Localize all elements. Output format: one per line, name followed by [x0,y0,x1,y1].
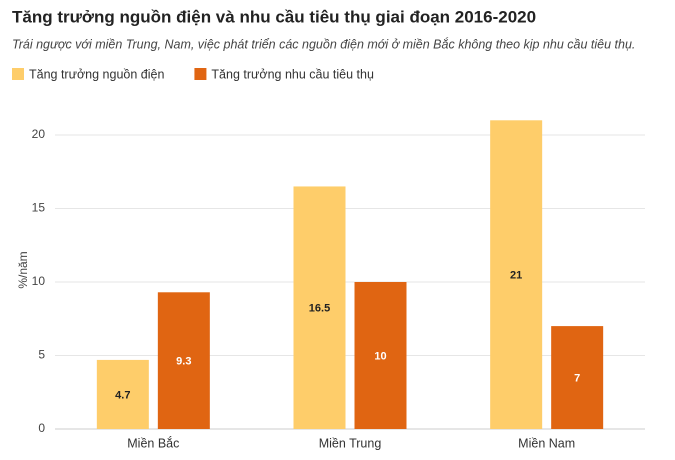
legend-swatch [194,68,207,80]
value-label: 4.7 [115,389,130,401]
legend-label: Tăng trưởng nhu cầu tiêu thụ [211,67,374,81]
value-label: 7 [574,372,580,384]
bar [551,326,604,429]
value-label: 10 [374,350,386,362]
value-label: 16.5 [309,303,330,315]
value-label: 21 [510,270,522,282]
chart-title: Tăng trưởng nguồn điện và nhu cầu tiêu t… [12,7,536,26]
x-tick-label: Miền Nam [518,436,575,450]
y-axis-label: %/năm [16,251,30,288]
bar [293,186,346,429]
y-tick-label: 20 [32,127,46,141]
legend-swatch [12,68,24,80]
bar [157,292,210,429]
x-tick-label: Miền Bắc [127,435,179,450]
y-tick-label: 0 [38,421,45,435]
legend-label: Tăng trưởng nguồn điện [29,67,164,81]
value-label: 9.3 [176,356,191,368]
bar [490,120,543,430]
bar [354,282,407,429]
x-tick-label: Miền Trung [319,436,382,450]
y-tick-label: 15 [32,201,46,215]
y-tick-label: 5 [38,348,45,362]
y-tick-label: 10 [32,274,46,288]
chart-subtitle: Trái ngược với miền Trung, Nam, việc phá… [12,36,635,51]
bar [96,359,149,429]
